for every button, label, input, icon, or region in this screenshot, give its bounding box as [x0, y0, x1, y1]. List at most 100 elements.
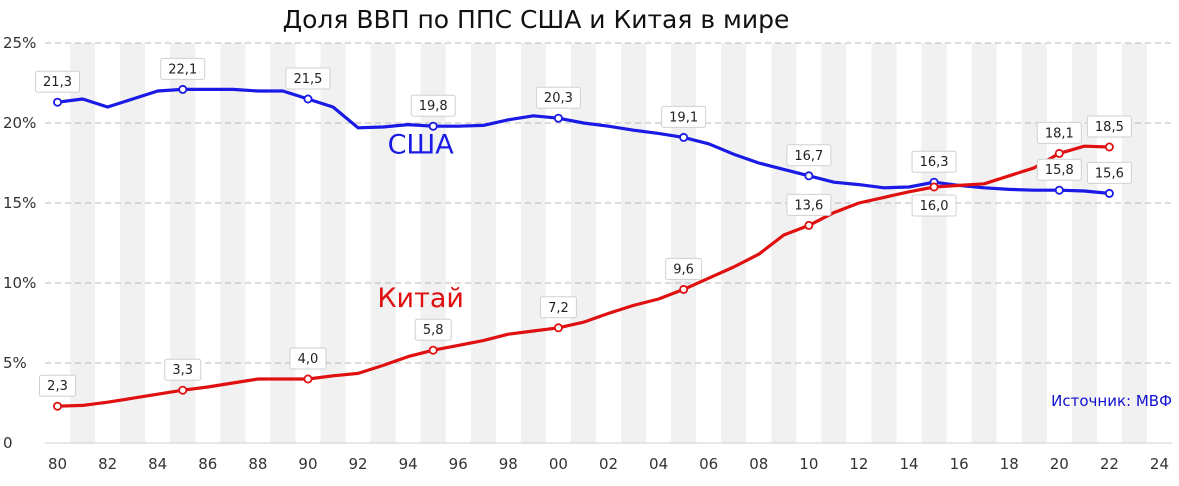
x-tick-label: 92	[349, 455, 368, 473]
x-tick-label: 18	[1000, 455, 1019, 473]
data-label-box	[1086, 161, 1132, 184]
year-bands	[70, 43, 1147, 443]
year-band	[721, 43, 747, 443]
year-band	[871, 43, 897, 443]
x-tick-label: 82	[98, 455, 117, 473]
data-label: 21,5	[293, 72, 322, 87]
year-band	[1071, 43, 1097, 443]
y-tick-label: 25%	[3, 34, 36, 52]
data-point	[428, 121, 438, 131]
data-label-box	[661, 105, 707, 128]
year-band	[470, 43, 496, 443]
data-label: 16,3	[920, 155, 949, 170]
data-label: 13,6	[794, 198, 823, 213]
data-label-box	[786, 193, 832, 216]
data-label-box	[160, 57, 206, 80]
data-point	[178, 385, 188, 395]
data-label-box	[1036, 121, 1082, 144]
data-markers	[53, 84, 1114, 411]
series-name: США	[388, 129, 455, 160]
x-tick-label: 08	[749, 455, 768, 473]
data-point	[553, 323, 563, 333]
data-point	[804, 171, 814, 181]
source-note: Источник: МВФ	[1051, 392, 1172, 410]
data-label-box	[285, 67, 331, 90]
data-point	[804, 220, 814, 230]
data-point	[303, 94, 313, 104]
data-point	[679, 132, 689, 142]
data-point	[1104, 188, 1114, 198]
x-tick-label: 88	[248, 455, 267, 473]
data-label: 18,1	[1045, 126, 1074, 141]
data-label-box	[665, 257, 703, 280]
data-label: 19,1	[669, 110, 698, 125]
data-point	[553, 113, 563, 123]
data-point	[428, 345, 438, 355]
year-band	[821, 43, 847, 443]
data-label-box	[289, 347, 327, 370]
y-tick-label: 10%	[3, 274, 36, 292]
y-axis: 0 5% 10% 15% 20% 25%	[3, 34, 36, 452]
data-label-box	[1086, 115, 1132, 138]
year-band	[921, 43, 947, 443]
data-point	[53, 97, 63, 107]
data-label: 21,3	[43, 75, 72, 90]
x-axis: 80 82 84 86 88 90 92 94 96 98 00 02 04 06 08 10 12 14 16 18…	[45, 442, 1172, 473]
data-point	[929, 182, 939, 192]
data-label: 15,6	[1095, 166, 1124, 181]
data-label-box	[35, 70, 81, 93]
data-point	[53, 401, 63, 411]
data-labels: 21,3 22,1 21,5 19,8 20,3 19,1 16,7 16,3 15,8 15,6…	[35, 57, 1132, 397]
data-label: 9,6	[673, 262, 694, 277]
year-band	[621, 43, 647, 443]
year-band	[1021, 43, 1047, 443]
y-tick-label: 15%	[3, 194, 36, 212]
x-tick-label: 04	[649, 455, 668, 473]
x-tick-label: 10	[799, 455, 818, 473]
data-label: 15,8	[1045, 163, 1074, 178]
chart-title: Доля ВВП по ППС США и Китая в мире	[283, 5, 790, 34]
x-tick-label: 12	[849, 455, 868, 473]
data-point	[1054, 148, 1064, 158]
y-tick-label: 5%	[3, 354, 27, 372]
year-band	[370, 43, 396, 443]
data-label: 5,8	[423, 323, 444, 338]
data-point	[303, 374, 313, 384]
data-label-box	[911, 150, 957, 173]
year-band	[520, 43, 546, 443]
series-names: США Китай	[377, 129, 464, 314]
y-tick-label: 0	[3, 434, 13, 452]
data-point	[1104, 142, 1114, 152]
x-tick-label: 90	[298, 455, 317, 473]
year-band	[570, 43, 596, 443]
x-tick-label: 84	[148, 455, 167, 473]
x-tick-label: 06	[699, 455, 718, 473]
data-label-box	[1036, 158, 1082, 181]
horizontal-gridlines	[45, 42, 1172, 364]
data-label: 20,3	[544, 91, 573, 106]
year-band	[671, 43, 697, 443]
data-label: 16,7	[794, 149, 823, 164]
data-point	[1054, 185, 1064, 195]
x-tick-label: 94	[399, 455, 418, 473]
data-label: 4,0	[298, 352, 319, 367]
x-tick-label: 16	[950, 455, 969, 473]
x-tick-label: 80	[48, 455, 67, 473]
data-point	[679, 284, 689, 294]
x-tick-label: 86	[198, 455, 217, 473]
x-tick-label: 98	[499, 455, 518, 473]
data-label-box	[39, 374, 77, 397]
year-band	[971, 43, 997, 443]
series-name: Китай	[377, 283, 464, 314]
data-label: 22,1	[168, 62, 197, 77]
x-tick-label: 96	[449, 455, 468, 473]
data-label: 7,2	[548, 301, 569, 316]
data-label: 3,3	[172, 363, 193, 378]
year-band	[1121, 43, 1147, 443]
y-tick-label: 20%	[3, 114, 36, 132]
data-label-box	[414, 318, 452, 341]
data-label-box	[539, 296, 577, 319]
x-tick-label: 00	[549, 455, 568, 473]
x-tick-label: 22	[1100, 455, 1119, 473]
data-label-box	[410, 94, 456, 117]
